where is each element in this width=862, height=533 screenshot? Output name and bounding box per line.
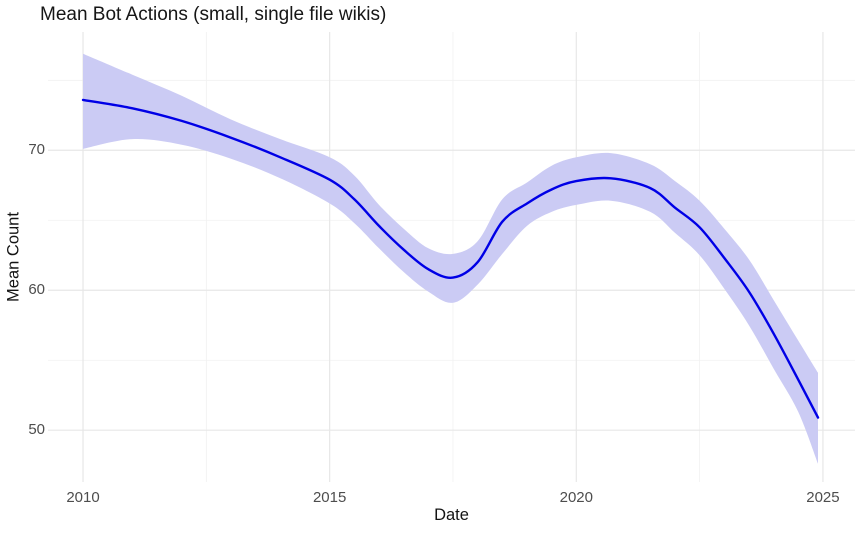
x-tick-label: 2010	[66, 489, 100, 506]
y-tick-label: 70	[28, 141, 45, 159]
x-tick-label: 2025	[806, 489, 840, 506]
x-axis-title: Date	[434, 506, 469, 524]
chart-title: Mean Bot Actions (small, single file wik…	[40, 4, 387, 25]
y-axis-title: Mean Count	[4, 212, 23, 302]
y-tick-label: 50	[28, 421, 45, 439]
y-tick-label: 60	[28, 281, 45, 299]
x-tick-label: 2020	[559, 489, 593, 506]
x-tick-label: 2015	[312, 489, 347, 506]
confidence-band	[83, 53, 818, 464]
trend-line	[81, 98, 820, 419]
